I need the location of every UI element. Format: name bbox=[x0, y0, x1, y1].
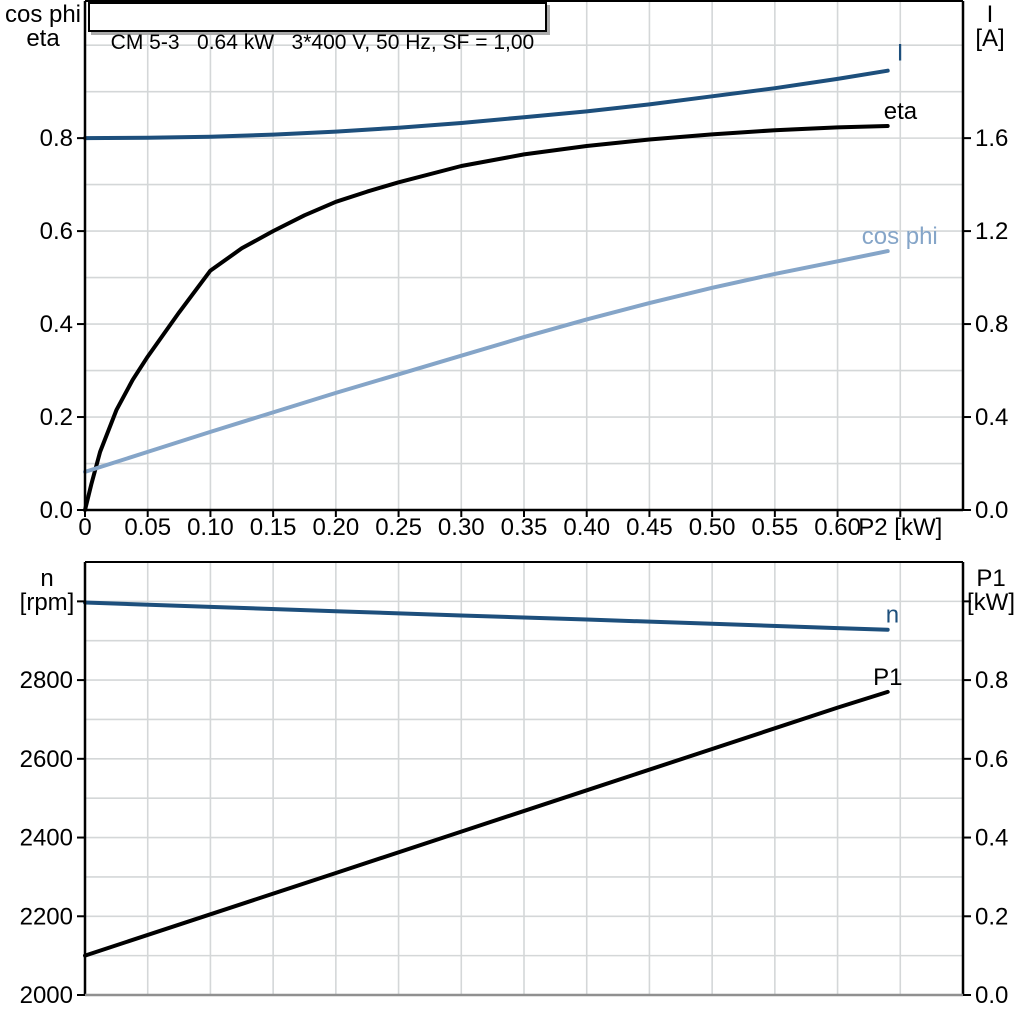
tick-label: 0.2 bbox=[975, 903, 1008, 930]
tick-label: 0.20 bbox=[312, 514, 359, 541]
curve-n bbox=[83, 600, 890, 632]
right-axis-title: [A] bbox=[975, 25, 1004, 52]
tick-label: 0.55 bbox=[751, 514, 798, 541]
left-axis-title: n bbox=[40, 565, 53, 592]
tick-label: 2600 bbox=[20, 746, 73, 773]
tick-label: 0.4 bbox=[975, 825, 1008, 852]
tick-label: 0.25 bbox=[375, 514, 422, 541]
tick-label: 2000 bbox=[20, 982, 73, 1009]
curve-label-cos-phi: cos phi bbox=[862, 223, 938, 250]
tick-label: 1.2 bbox=[975, 218, 1008, 245]
tick-label: 0.0 bbox=[975, 982, 1008, 1009]
tick-label: 0.6 bbox=[40, 218, 73, 245]
tick-label: 0.50 bbox=[689, 514, 736, 541]
tick-label: 0.40 bbox=[563, 514, 610, 541]
tick-label: 1.6 bbox=[975, 125, 1008, 152]
curve-label-eta: eta bbox=[884, 98, 918, 125]
tick-label: 0.35 bbox=[501, 514, 548, 541]
curve-I bbox=[83, 68, 890, 141]
x-axis-title: P2 [kW] bbox=[858, 514, 942, 541]
tick-label: 0.8 bbox=[40, 125, 73, 152]
right-axis-title: [kW] bbox=[967, 589, 1015, 616]
tick-label: 0.2 bbox=[40, 404, 73, 431]
tick-label: 2800 bbox=[20, 667, 73, 694]
tick-label: 0 bbox=[78, 514, 91, 541]
left-axis-title: [rpm] bbox=[20, 589, 75, 616]
tick-label: 0.0 bbox=[40, 497, 73, 524]
tick-label: 0.30 bbox=[438, 514, 485, 541]
left-axis-title: eta bbox=[26, 25, 60, 52]
tick-label: 0.15 bbox=[250, 514, 297, 541]
tick-label: 2400 bbox=[20, 825, 73, 852]
right-axis-title: P1 bbox=[976, 565, 1005, 592]
curve-label-P1: P1 bbox=[873, 664, 902, 691]
tick-label: 2200 bbox=[20, 903, 73, 930]
tick-label: 0.4 bbox=[40, 311, 73, 338]
tick-label: 0.4 bbox=[975, 404, 1008, 431]
tick-label: 0.8 bbox=[975, 667, 1008, 694]
tick-label: 0.05 bbox=[124, 514, 171, 541]
chart-title-box: CM 5-3 0.64 kW 3*400 V, 50 Hz, SF = 1,00 bbox=[88, 2, 547, 54]
tick-label: 0.8 bbox=[975, 311, 1008, 338]
tick-label: 0.6 bbox=[975, 746, 1008, 773]
tick-label: 0.10 bbox=[187, 514, 234, 541]
chart-title-text: CM 5-3 0.64 kW 3*400 V, 50 Hz, SF = 1,00 bbox=[110, 31, 535, 54]
bottom-chart: nP1200022002400260028000.00.20.40.60.8n[… bbox=[20, 561, 1015, 1009]
curve-label-I: I bbox=[897, 40, 904, 67]
tick-label: 0.45 bbox=[626, 514, 673, 541]
curve-eta bbox=[83, 124, 890, 512]
curve-cos-phi bbox=[83, 249, 890, 474]
tick-label: 0.60 bbox=[814, 514, 861, 541]
right-axis-title: I bbox=[987, 1, 994, 28]
curve-P1 bbox=[83, 689, 890, 958]
left-axis-title: cos phi bbox=[5, 1, 81, 28]
tick-label: 0.0 bbox=[975, 497, 1008, 524]
curve-label-n: n bbox=[886, 602, 899, 629]
